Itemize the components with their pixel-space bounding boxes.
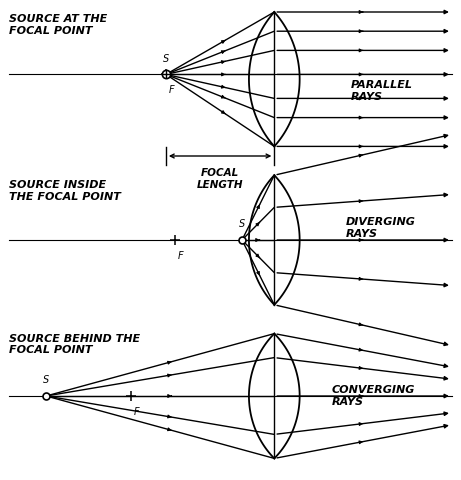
Text: PARALLEL
RAYS: PARALLEL RAYS — [350, 80, 412, 102]
Text: S: S — [239, 219, 245, 229]
Text: F: F — [168, 85, 174, 95]
Text: FOCAL
LENGTH: FOCAL LENGTH — [197, 168, 243, 190]
Text: S: S — [163, 54, 169, 64]
Text: SOURCE BEHIND THE
FOCAL POINT: SOURCE BEHIND THE FOCAL POINT — [9, 334, 140, 355]
Text: S: S — [43, 375, 49, 385]
Text: CONVERGING
RAYS: CONVERGING RAYS — [332, 385, 415, 407]
Text: SOURCE AT THE
FOCAL POINT: SOURCE AT THE FOCAL POINT — [9, 14, 107, 36]
Text: SOURCE INSIDE
THE FOCAL POINT: SOURCE INSIDE THE FOCAL POINT — [9, 180, 121, 202]
Text: F: F — [177, 251, 183, 261]
Text: F: F — [134, 407, 139, 417]
Text: DIVERGING
RAYS: DIVERGING RAYS — [346, 217, 416, 239]
